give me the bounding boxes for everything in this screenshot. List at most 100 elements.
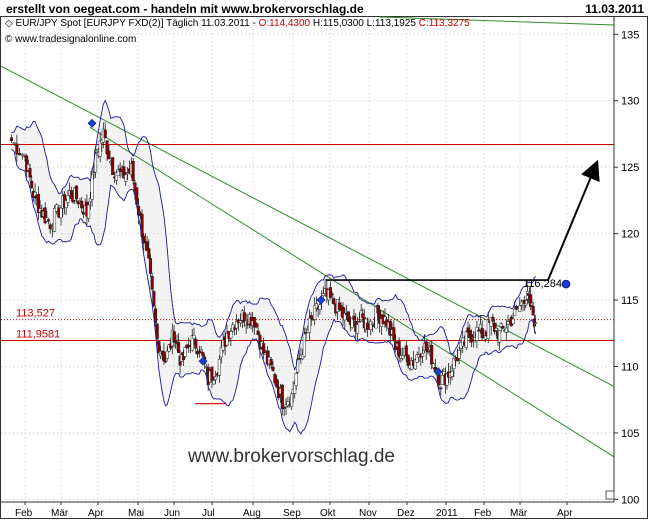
header-instrument: EUR/JPY Spot [EURJPY FXD(2)] Täglich 11.… (15, 18, 255, 29)
y-tick-label: 125 (621, 162, 639, 174)
candle-body (80, 200, 84, 209)
candle-body (455, 356, 459, 362)
candle-body (88, 198, 92, 203)
x-tick-label: Mai (128, 508, 144, 519)
candle-body (486, 319, 490, 340)
candle-body (177, 341, 181, 353)
candle-body (46, 219, 51, 222)
candle-body (173, 340, 178, 343)
candle-body (103, 129, 107, 138)
candle-body (318, 304, 322, 310)
y-tick-label: 110 (621, 361, 639, 373)
candle-body (415, 354, 419, 363)
candle-body (183, 347, 187, 357)
candle-body (192, 334, 196, 339)
candle-body (238, 320, 242, 324)
trendline-upper (0, 65, 615, 387)
y-tick-label: 100 (621, 494, 639, 506)
chart-frame (0, 16, 648, 519)
resize-handle-icon[interactable] (605, 490, 615, 500)
candle-body (346, 311, 351, 322)
header-low: L:113,1925 (367, 18, 417, 29)
y-tick-label: 130 (621, 96, 639, 108)
candle-body (531, 305, 535, 316)
candle-body (116, 169, 120, 177)
candle-body (165, 350, 169, 359)
candle-body (225, 333, 229, 346)
candle-body (352, 315, 356, 321)
candle-body (162, 351, 166, 362)
header-open: O:114,4300 (259, 18, 311, 29)
candle-body (494, 327, 498, 331)
support-line-label: 113,527 (16, 308, 55, 320)
candle-body (242, 312, 246, 323)
candle-body (122, 166, 126, 179)
candle-body (140, 213, 144, 237)
candle-body (511, 318, 515, 324)
candle-body (404, 345, 408, 356)
candle-body (185, 344, 189, 349)
candle-body (105, 140, 109, 155)
x-tick-label: Okt (320, 508, 336, 519)
candle-body (290, 393, 294, 407)
candle-body (356, 324, 360, 334)
candle-body (201, 352, 205, 357)
x-tick-label: 2011 (436, 508, 458, 519)
candle-body (406, 354, 410, 366)
candle-body (369, 321, 373, 331)
candle-body (388, 320, 392, 336)
candle-body (413, 359, 417, 370)
y-tick-label: 105 (621, 428, 639, 440)
candle-body (229, 331, 233, 339)
candle-body (273, 374, 277, 384)
candle-body (430, 344, 434, 365)
target-marker-icon (561, 279, 571, 289)
candle-body (118, 168, 122, 173)
bollinger-lower (11, 148, 537, 435)
target-arrow (547, 159, 600, 281)
candle-body (478, 324, 483, 330)
candle-body (350, 317, 354, 328)
x-tick-label: Sep (283, 508, 301, 519)
candle-body (155, 323, 159, 340)
candle-body (199, 349, 203, 352)
pivot-marker-icon (316, 295, 326, 305)
x-tick-label: Dez (397, 508, 415, 519)
candle-body (341, 306, 345, 319)
candle-body (378, 310, 382, 324)
candle-body (164, 360, 168, 363)
header-high: H:115,0300 (313, 18, 364, 29)
candle-body (235, 321, 239, 329)
candle-body (307, 317, 312, 333)
candle-body (48, 224, 52, 230)
candle-body (421, 353, 425, 357)
bollinger-upper (11, 99, 536, 371)
candle-body (252, 317, 256, 328)
candle-body (499, 323, 503, 328)
support-line-label: 111,9581 (16, 328, 60, 340)
watermark: www.brokervorschlag.de (187, 446, 395, 467)
candle-body (214, 376, 218, 381)
candle-body (370, 322, 375, 325)
plot-area (1, 17, 614, 502)
candle-body (219, 346, 223, 358)
candle-body (491, 316, 495, 322)
candle-body (480, 327, 484, 339)
candle-body (504, 327, 508, 333)
candle-body (64, 200, 68, 209)
candle-body (392, 327, 396, 341)
page-title: erstellt von oegeat.com - handeln mit ww… (6, 2, 364, 16)
candle-body (59, 207, 63, 219)
candle-body (468, 330, 472, 339)
candle-body (107, 150, 111, 160)
candle-body (148, 258, 153, 274)
candle-body (124, 174, 128, 182)
x-tick-label: Apr (557, 508, 573, 519)
candle-body (330, 293, 334, 296)
candle-body (294, 373, 298, 386)
candle-body (431, 363, 436, 369)
chart-copyright: © www.tradesignalonline.com (5, 34, 136, 45)
candle-body (69, 190, 73, 200)
candle-body (30, 180, 34, 189)
